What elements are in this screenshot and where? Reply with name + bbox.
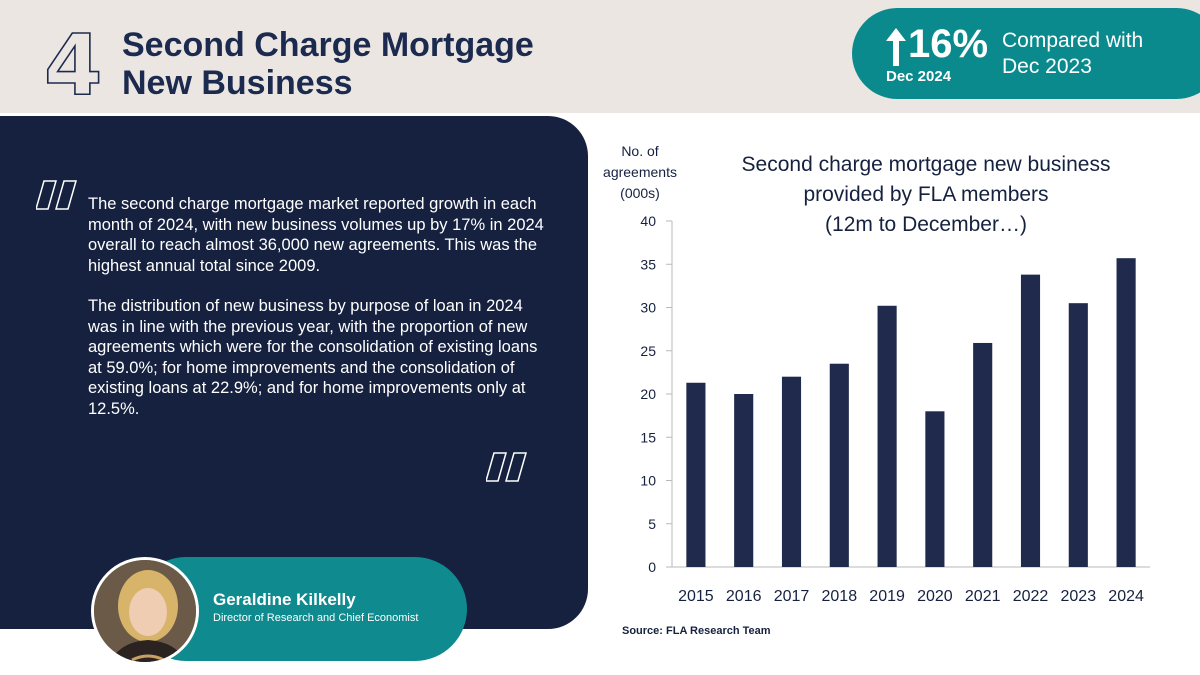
svg-text:4: 4 — [44, 16, 102, 106]
y-tick-label: 40 — [640, 213, 656, 229]
comparison-text: Compared with Dec 2023 — [1002, 28, 1192, 80]
y-axis-label: No. of agreements (000s) — [603, 143, 677, 201]
bar-2023 — [1068, 303, 1088, 567]
quote-panel — [0, 116, 588, 629]
portrait-image — [94, 560, 196, 662]
close-quote-icon — [485, 452, 530, 482]
x-tick-label: 2020 — [917, 588, 953, 605]
quote-paragraph-1: The second charge mortgage market report… — [88, 195, 544, 275]
y-tick-label: 20 — [640, 386, 656, 402]
bar-series — [686, 258, 1136, 567]
x-tick-label: 2016 — [726, 588, 762, 605]
comparison-line-2: Dec 2023 — [1002, 55, 1092, 78]
y-tick-label: 10 — [640, 473, 656, 489]
y-axis-ticks: 0 5 10 15 20 25 30 35 40 — [640, 213, 672, 575]
x-axis-ticks: 2015 2016 2017 2018 2019 2020 2021 2022 2023 2024 — [678, 588, 1144, 605]
bar-2024 — [1116, 258, 1136, 567]
chart-title: Second charge mortgage new business provi… — [742, 153, 1111, 236]
chart-title-line: provided by FLA members — [803, 183, 1048, 206]
bar-2017 — [781, 376, 802, 567]
x-tick-label: 2023 — [1061, 588, 1097, 605]
section-number: 4 — [43, 16, 103, 106]
chart-title-line: Second charge mortgage new business — [742, 153, 1111, 176]
bar-2018 — [829, 363, 849, 567]
bar-2016 — [734, 394, 754, 567]
y-axis-label-line: No. of — [621, 143, 658, 159]
x-tick-label: 2021 — [965, 588, 1001, 605]
avatar — [91, 557, 199, 665]
x-tick-label: 2022 — [1013, 588, 1049, 605]
open-quote-icon — [35, 180, 80, 210]
bar-2015 — [686, 382, 706, 567]
x-tick-label: 2018 — [822, 588, 858, 605]
y-tick-label: 30 — [640, 300, 656, 316]
source-note: Source: FLA Research Team — [622, 625, 771, 637]
bar-2022 — [1020, 274, 1041, 567]
bar-2021 — [973, 342, 993, 567]
x-tick-label: 2024 — [1108, 588, 1144, 605]
y-tick-label: 15 — [640, 429, 656, 445]
x-tick-label: 2019 — [869, 588, 905, 605]
quote-paragraph-2: The distribution of new business by purp… — [88, 297, 538, 418]
comparison-line-1: Compared with — [1002, 29, 1144, 52]
title-line-2: New Business — [122, 64, 353, 102]
chart-title-line: (12m to December…) — [825, 213, 1027, 236]
x-tick-label: 2017 — [774, 588, 810, 605]
x-tick-label: 2015 — [678, 588, 714, 605]
bar-chart: No. of agreements (000s) Second charge mor… — [603, 143, 1150, 605]
change-period: Dec 2024 — [886, 68, 952, 85]
y-tick-label: 35 — [640, 256, 656, 272]
quote-text: The second charge mortgage market report… — [88, 194, 548, 419]
person-name: Geraldine Kilkelly — [213, 590, 356, 609]
change-value: 16% — [908, 22, 989, 66]
change-badge: 16% Dec 2024 Compared with Dec 2023 — [852, 8, 1200, 99]
y-axis-label-line: agreements — [603, 164, 677, 180]
y-axis-label-line: (000s) — [620, 185, 660, 201]
bar-2020 — [925, 411, 945, 567]
title-line-1: Second Charge Mortgage — [122, 26, 534, 64]
y-tick-label: 25 — [640, 343, 656, 359]
page-title: Second Charge Mortgage New Business — [122, 26, 642, 102]
y-tick-label: 5 — [648, 516, 656, 532]
person-role: Director of Research and Chief Economist — [213, 612, 419, 624]
bar-2019 — [877, 305, 897, 567]
arrow-up-icon — [886, 28, 906, 66]
y-tick-label: 0 — [648, 559, 656, 575]
